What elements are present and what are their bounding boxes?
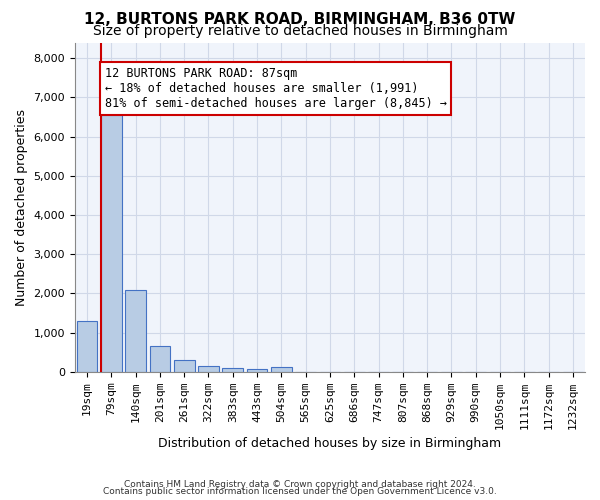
Text: 12, BURTONS PARK ROAD, BIRMINGHAM, B36 0TW: 12, BURTONS PARK ROAD, BIRMINGHAM, B36 0… xyxy=(85,12,515,28)
Bar xyxy=(101,115,122,372)
Text: Contains HM Land Registry data © Crown copyright and database right 2024.: Contains HM Land Registry data © Crown c… xyxy=(124,480,476,489)
Bar xyxy=(149,346,170,372)
Bar xyxy=(125,290,146,372)
Bar xyxy=(77,320,97,372)
Bar xyxy=(198,366,219,372)
Text: Size of property relative to detached houses in Birmingham: Size of property relative to detached ho… xyxy=(92,24,508,38)
Bar xyxy=(174,360,194,372)
Text: 12 BURTONS PARK ROAD: 87sqm
← 18% of detached houses are smaller (1,991)
81% of : 12 BURTONS PARK ROAD: 87sqm ← 18% of det… xyxy=(104,67,446,110)
Bar xyxy=(271,367,292,372)
X-axis label: Distribution of detached houses by size in Birmingham: Distribution of detached houses by size … xyxy=(158,437,502,450)
Bar xyxy=(247,369,268,372)
Y-axis label: Number of detached properties: Number of detached properties xyxy=(15,108,28,306)
Text: Contains public sector information licensed under the Open Government Licence v3: Contains public sector information licen… xyxy=(103,487,497,496)
Bar xyxy=(223,368,243,372)
